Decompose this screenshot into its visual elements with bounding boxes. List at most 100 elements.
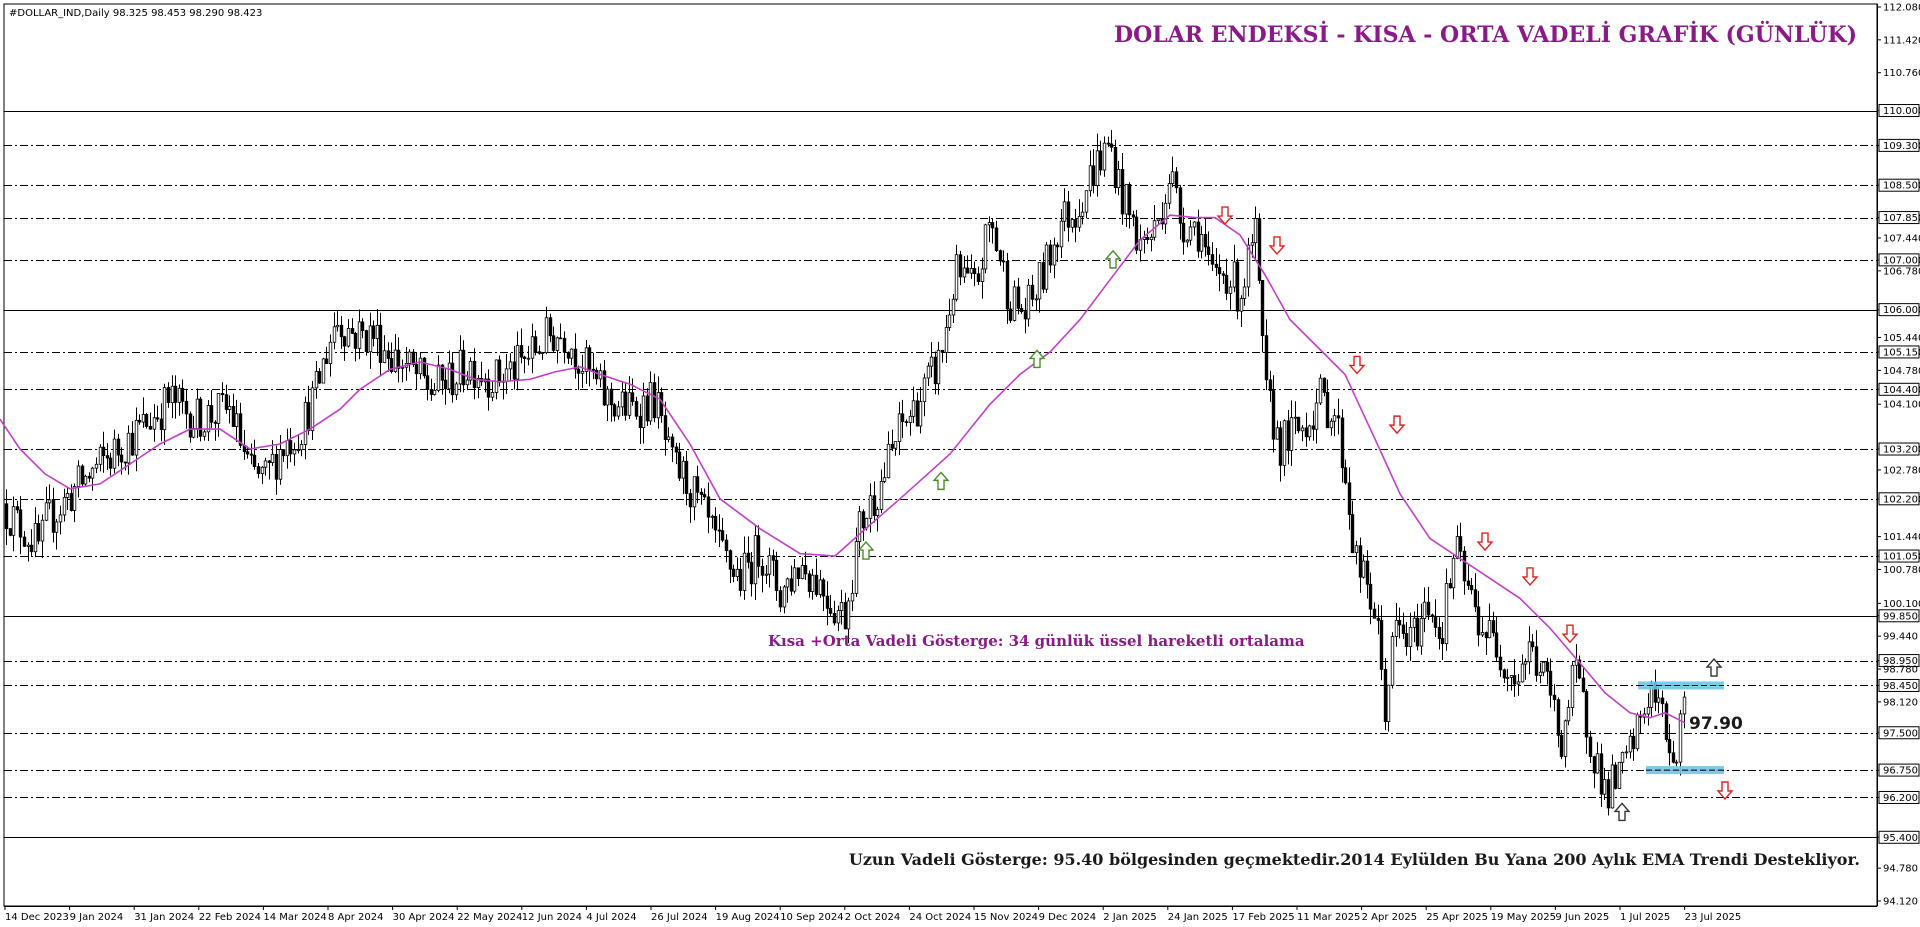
date-axis[interactable]: 14 Dec 2023 9 Jan 2024 31 Jan 2024 22 Feb 2… xyxy=(4,906,1877,923)
candle-up xyxy=(857,511,862,543)
candle-up xyxy=(1124,183,1129,215)
arrow-up-icon xyxy=(1613,802,1631,822)
candle-up xyxy=(299,444,304,451)
candle-up xyxy=(1509,675,1514,678)
candle-down xyxy=(519,345,524,358)
price-tick-label: 109.300 xyxy=(1883,141,1920,152)
candle-up xyxy=(753,535,758,585)
arrow-down-icon xyxy=(1476,532,1494,552)
date-tick-label: 31 Jan 2024 xyxy=(134,912,194,923)
candle-up xyxy=(83,475,88,485)
candle-down xyxy=(670,436,675,448)
price-tick-label: 108.500 xyxy=(1883,181,1920,192)
candle-down xyxy=(688,493,693,508)
candle-up xyxy=(206,405,211,433)
price-tick-label: 99.850 xyxy=(1883,611,1918,622)
candle-up xyxy=(216,393,221,424)
candle-up xyxy=(1386,684,1391,722)
candle-down xyxy=(360,321,365,332)
candle-up xyxy=(1318,377,1323,404)
candle-up xyxy=(1635,714,1640,750)
price-tick-label: 111.420 xyxy=(1883,35,1920,46)
candle-down xyxy=(573,348,578,370)
value-label: 97.90 xyxy=(1689,714,1743,734)
candle-up xyxy=(1307,425,1312,438)
candle-up xyxy=(944,327,949,353)
arrow-down-icon xyxy=(1216,206,1234,226)
candle-up xyxy=(681,460,686,479)
candle-down xyxy=(1430,614,1435,617)
candle-up xyxy=(710,515,715,518)
candle-down xyxy=(825,595,830,609)
candle-down xyxy=(378,324,383,363)
candle-up xyxy=(893,441,898,449)
candle-down xyxy=(1379,620,1384,670)
candle-up xyxy=(800,565,805,579)
arrow-up-icon xyxy=(1104,249,1122,269)
candle-down xyxy=(389,358,394,372)
candle-down xyxy=(756,535,761,567)
candle-down xyxy=(440,364,445,381)
price-axis[interactable]: 112.080 111.420 110.760 110.000 109.300 108.5… xyxy=(1877,3,1920,908)
candle-down xyxy=(1466,580,1471,586)
price-level-box xyxy=(1878,382,1920,396)
candle-down xyxy=(425,375,430,390)
candle-down xyxy=(1372,608,1377,619)
candle-down xyxy=(1001,260,1006,263)
price-tick-label: 97.500 xyxy=(1883,728,1918,739)
candle-down xyxy=(591,368,596,371)
candle-up xyxy=(195,398,200,429)
candle-up xyxy=(785,578,790,588)
candle-down xyxy=(684,460,689,494)
candle-up xyxy=(854,541,859,594)
candle-down xyxy=(512,361,517,380)
price-tick-label: 95.400 xyxy=(1883,833,1918,844)
candle-down xyxy=(1383,668,1388,722)
candle-down xyxy=(1214,263,1219,268)
candle-down xyxy=(1433,615,1438,628)
candle-down xyxy=(728,550,733,570)
candle-up xyxy=(432,389,437,395)
candle-down xyxy=(1113,146,1118,188)
candle-up xyxy=(368,325,373,353)
candle-up xyxy=(296,449,301,452)
date-tick-label: 23 Jul 2025 xyxy=(1685,912,1742,923)
candle-up xyxy=(641,395,646,428)
candle-up xyxy=(929,356,934,367)
candle-down xyxy=(371,325,376,339)
price-tick-label: 105.440 xyxy=(1883,333,1920,344)
candle-up xyxy=(530,336,535,359)
candle-down xyxy=(155,417,160,420)
price-tick-label: 101.050 xyxy=(1883,552,1920,563)
candle-up xyxy=(152,417,157,430)
range-box xyxy=(1638,681,1724,775)
candle-up xyxy=(1070,219,1075,228)
price-tick-label: 98.450 xyxy=(1883,681,1918,692)
range-box-top xyxy=(1638,681,1724,690)
candle-down xyxy=(1048,244,1053,266)
candle-up xyxy=(846,600,851,630)
candle-up xyxy=(1052,244,1057,266)
price-tick-label: 94.780 xyxy=(1883,864,1918,875)
candle-down xyxy=(1023,311,1028,320)
candle-up xyxy=(886,443,891,479)
candle-down xyxy=(288,440,293,455)
candle-down xyxy=(180,387,185,402)
date-tick-label: 9 Jan 2024 xyxy=(70,912,124,923)
candle-down xyxy=(778,590,783,608)
candle-up xyxy=(1239,298,1244,312)
candle-up xyxy=(1300,427,1305,432)
candle-up xyxy=(692,476,697,508)
price-level-box xyxy=(1878,104,1920,118)
candle-up xyxy=(94,463,99,469)
candle-down xyxy=(1109,143,1114,148)
date-tick-label: 17 Feb 2025 xyxy=(1232,912,1294,923)
candle-up xyxy=(141,414,146,423)
candle-down xyxy=(1322,377,1327,393)
date-tick-label: 30 Apr 2024 xyxy=(393,912,455,923)
price-tick-label: 105.150 xyxy=(1883,347,1920,358)
candle-up xyxy=(177,387,182,403)
date-tick-label: 12 Jun 2024 xyxy=(522,912,582,923)
candle-down xyxy=(612,404,617,417)
